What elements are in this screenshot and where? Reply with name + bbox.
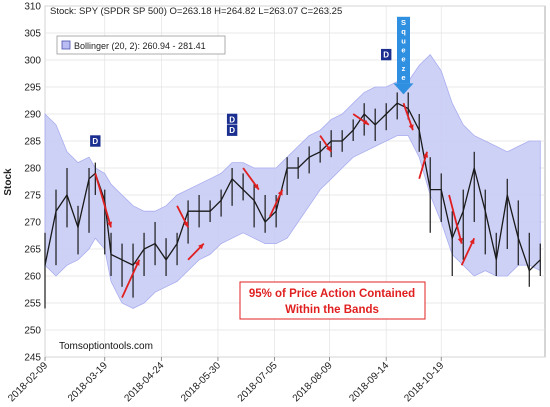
trend-arrow-head: [457, 237, 463, 244]
dividend-marker-label: D: [383, 51, 389, 60]
trend-arrow-head: [183, 221, 189, 228]
y-axis: 245 250 255 260 265 270 275 280 285 290 295 300 305 3…: [24, 2, 41, 364]
trend-arrow: [448, 194, 463, 244]
y-axis-label: Stock: [3, 168, 14, 196]
chart-title: Stock: SPY (SPDR SP 500) O=263.18 H=264.…: [50, 6, 342, 17]
trend-arrow: [352, 113, 370, 126]
dividend-marker: D: [226, 113, 238, 126]
y-tick-label: 270: [24, 218, 41, 229]
watermark: Tomsoptiontools.com: [59, 341, 153, 352]
legend-swatch: [61, 40, 71, 50]
squeeze-box: [396, 16, 410, 84]
dividend-marker-box: [380, 48, 392, 61]
y-tick-label: 245: [24, 353, 41, 364]
legend-label: Bollinger (20, 2): 260.94 - 281.41: [74, 41, 206, 51]
trend-arrow-shaft: [448, 194, 463, 244]
trend-arrow-head: [362, 119, 369, 125]
squeeze-letter: u: [401, 36, 406, 45]
squeeze-letter: e: [401, 55, 405, 64]
trend-arrow: [176, 205, 189, 228]
dividend-marker-box: [226, 123, 238, 137]
price-line: [44, 102, 541, 272]
dividend-marker: D: [226, 123, 238, 137]
dividend-marker-label: D: [229, 115, 235, 124]
squeeze-letter: S: [401, 18, 406, 27]
trend-arrow-shaft: [94, 173, 112, 228]
dividend-marker-label: D: [92, 137, 98, 146]
trend-arrow: [460, 237, 476, 266]
trend-arrow-head: [408, 124, 414, 131]
y-tick-label: 255: [24, 299, 41, 310]
y-tick-label: 265: [24, 245, 41, 256]
squeeze-letter: e: [401, 73, 405, 82]
y-tick-label: 285: [24, 137, 41, 148]
dividend-marker: D: [380, 48, 392, 61]
legend: Bollinger (20, 2): 260.94 - 281.41: [56, 35, 226, 55]
trend-arrow-head: [325, 145, 332, 152]
trend-arrow-head: [469, 238, 475, 245]
legend-box: [56, 35, 226, 55]
price-series: [44, 92, 541, 309]
squeeze-letter: z: [402, 64, 406, 73]
trend-arrow: [242, 167, 260, 191]
y-tick-label: 290: [24, 110, 41, 121]
callout-box: [239, 281, 426, 320]
trend-arrow: [121, 259, 141, 298]
trend-arrow-head: [198, 243, 204, 250]
y-tick-label: 295: [24, 83, 41, 94]
trend-arrow-head: [134, 259, 140, 266]
trend-arrow-head: [423, 151, 429, 158]
y-tick-label: 250: [24, 326, 41, 337]
trend-arrow-shaft: [121, 259, 141, 298]
squeeze-letter: e: [401, 45, 405, 54]
trend-arrow: [94, 173, 113, 228]
dividend-marker-label: D: [229, 126, 235, 135]
trend-arrow: [187, 242, 205, 261]
trend-arrow-head: [253, 183, 259, 190]
trend-arrow: [269, 189, 284, 217]
y-tick-label: 280: [24, 164, 41, 175]
dividend-marker: D: [89, 134, 102, 148]
callout-line-1: 95% of Price Action Contained: [249, 288, 415, 300]
trend-arrow: [402, 102, 414, 131]
trend-arrow: [319, 135, 332, 153]
y-tick-label: 305: [24, 29, 41, 40]
callout: 95% of Price Action Contained Within the…: [239, 281, 426, 320]
y-tick-label: 310: [24, 2, 41, 13]
dividend-marker-box: [89, 134, 102, 148]
y-tick-label: 275: [24, 191, 41, 202]
trend-arrow: [418, 151, 429, 180]
trend-arrow-head: [277, 189, 283, 196]
squeeze-letter: q: [401, 27, 406, 36]
squeeze-arrow-head: [393, 83, 414, 95]
y-tick-label: 260: [24, 272, 41, 283]
y-tick-label: 300: [24, 56, 41, 67]
trend-arrow-head: [107, 221, 113, 228]
trend-arrows: [94, 102, 476, 298]
callout-line-2: Within the Bands: [285, 304, 379, 316]
